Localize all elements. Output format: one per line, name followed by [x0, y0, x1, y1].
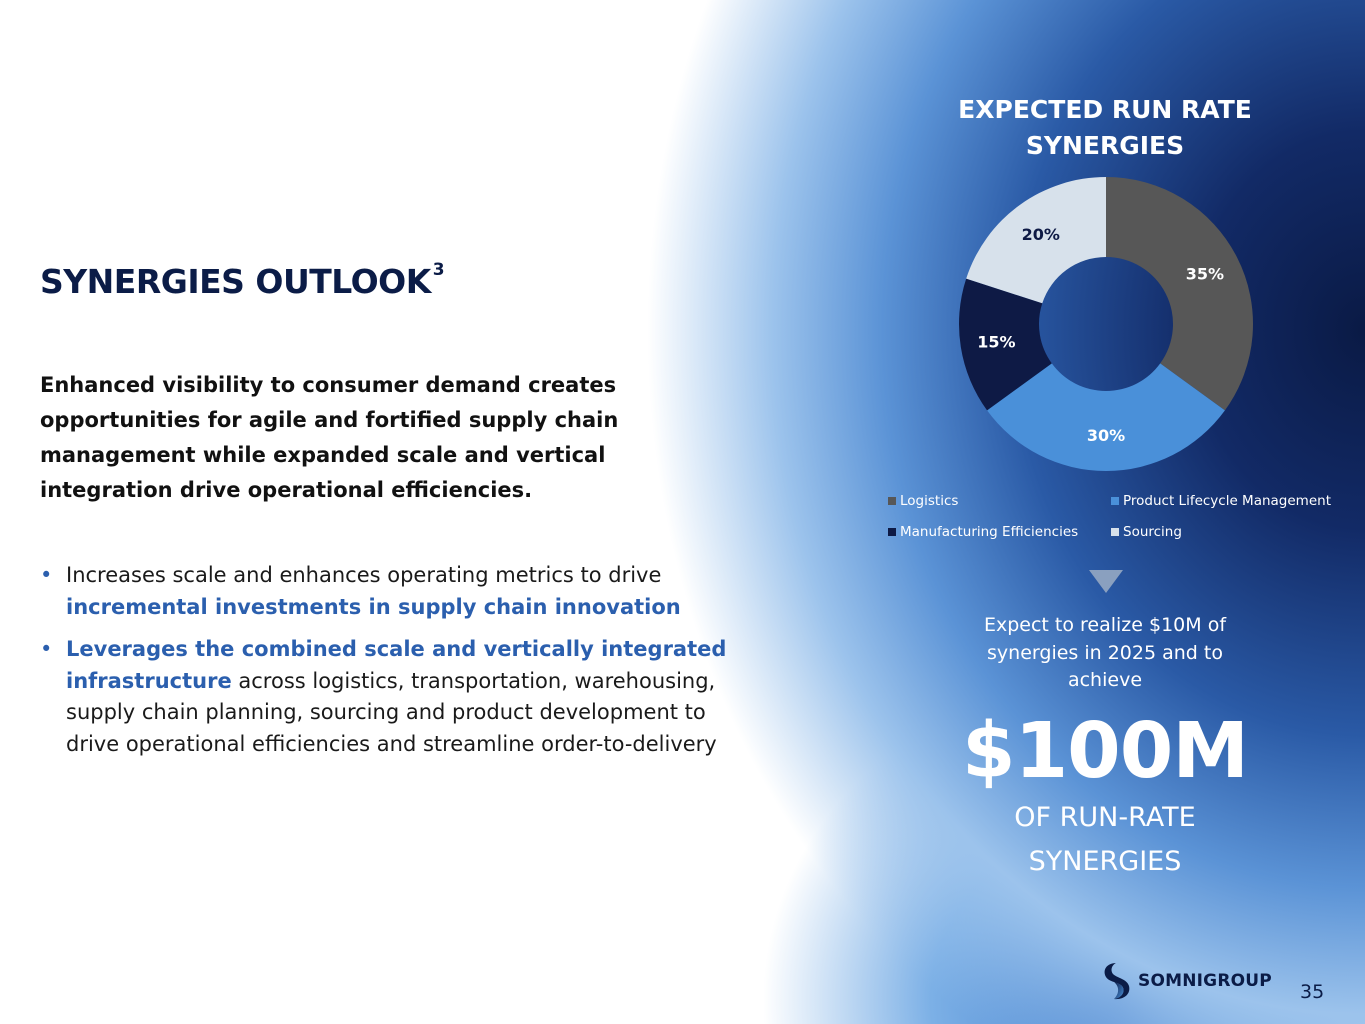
- legend-swatch: [1111, 528, 1119, 536]
- bullet-highlight: incremental investments in supply chain …: [66, 594, 681, 619]
- bullet-highlight: Leverages the combined scale and vertica…: [66, 637, 727, 693]
- donut-slice-logistics: [1106, 177, 1253, 411]
- legend-label: Manufacturing Efficiencies: [900, 524, 1079, 540]
- legend-swatch: [888, 497, 896, 505]
- donut-data-label: 30%: [1087, 426, 1125, 445]
- donut-slice-manufacturing-efficiencies: [959, 278, 1052, 411]
- legend-item: Sourcing: [1111, 524, 1182, 540]
- legend-swatch: [1111, 497, 1119, 505]
- bullet-glyph: •: [40, 563, 53, 587]
- bullet-item: • Leverages the combined scale and vertic…: [40, 634, 740, 760]
- legend-item: Product Lifecycle Management: [1111, 493, 1331, 509]
- donut-data-label: 20%: [1022, 225, 1060, 244]
- legend-swatch: [888, 528, 896, 536]
- bullet-item: • Increases scale and enhances operating …: [40, 560, 740, 623]
- donut-slice-product-lifecycle-management: [987, 363, 1225, 472]
- bullet-list: • Increases scale and enhances operating …: [40, 560, 740, 771]
- page-number: 35: [1300, 981, 1325, 1003]
- donut-data-label: 35%: [1186, 265, 1224, 284]
- legend-label: Logistics: [900, 493, 959, 509]
- legend-label: Product Lifecycle Management: [1123, 493, 1331, 509]
- callout-text: Expect to realize $10M of synergies in 2…: [983, 614, 1227, 691]
- legend-item: Manufacturing Efficiencies: [888, 524, 1078, 540]
- donut-chart: 35% 30% 15% 20%: [959, 177, 1253, 472]
- bullet-glyph: •: [40, 637, 53, 661]
- callout-subtext: OF RUN-RATE SYNERGIES: [1014, 802, 1196, 877]
- logo-mark-icon: [1104, 963, 1130, 1000]
- down-arrow-icon: [1089, 570, 1123, 593]
- legend-item: Logistics: [888, 493, 958, 509]
- callout-value: $100M: [962, 707, 1249, 796]
- page-title: SYNERGIES OUTLOOK 3: [40, 260, 445, 301]
- intro-paragraph: Enhanced visibility to consumer demand c…: [40, 373, 619, 502]
- donut-data-label: 15%: [977, 332, 1015, 351]
- legend-label: Sourcing: [1123, 524, 1182, 540]
- chart-title: EXPECTED RUN RATE SYNERGIES: [958, 95, 1252, 160]
- title-footnote: 3: [432, 260, 445, 280]
- company-logo: SOMNIGROUP: [1100, 962, 1272, 1000]
- donut-slice-sourcing: [966, 177, 1106, 304]
- logo-wordmark: SOMNIGROUP: [1138, 971, 1272, 991]
